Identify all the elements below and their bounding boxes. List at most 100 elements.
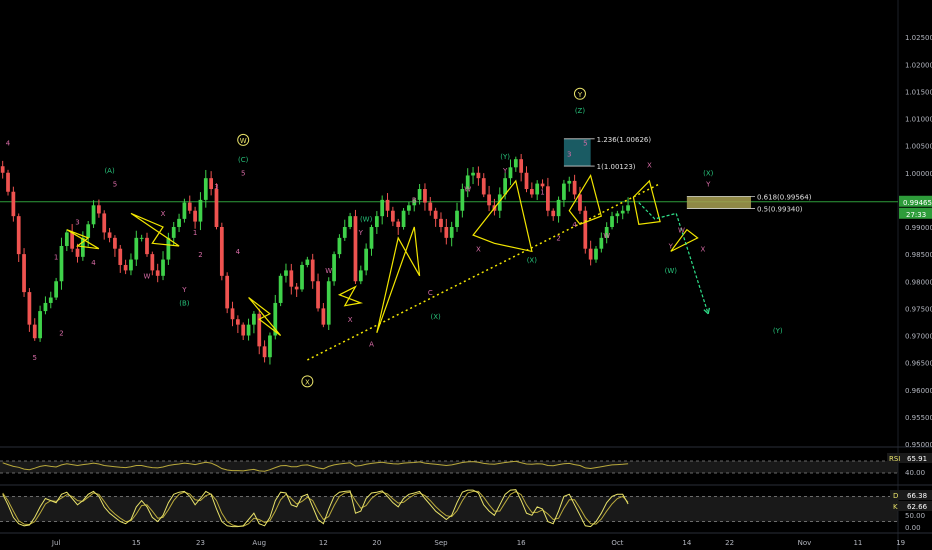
candle-up[interactable]: [80, 237, 85, 257]
fib-retracement-box[interactable]: [686, 196, 752, 209]
triangle-pattern[interactable]: [568, 173, 603, 226]
candle-up[interactable]: [503, 178, 507, 195]
candle-up[interactable]: [455, 210, 459, 227]
candle-down[interactable]: [107, 232, 112, 238]
projection-arrow-path[interactable]: [638, 202, 709, 314]
candle-up[interactable]: [508, 167, 513, 179]
candle-up[interactable]: [535, 183, 540, 195]
triangle-pattern[interactable]: [248, 297, 282, 336]
candle-down[interactable]: [70, 232, 75, 249]
candle-up[interactable]: [198, 199, 203, 222]
candle-down[interactable]: [433, 210, 438, 219]
candle-up[interactable]: [610, 216, 614, 227]
fib-extension-box[interactable]: [563, 138, 591, 167]
candle-down[interactable]: [321, 308, 326, 325]
candle-down[interactable]: [27, 292, 32, 325]
candle-down[interactable]: [214, 189, 219, 227]
candle-up[interactable]: [59, 245, 64, 282]
candle-up[interactable]: [246, 324, 251, 336]
candle-up[interactable]: [369, 227, 374, 249]
candle-up[interactable]: [64, 232, 69, 246]
candle-up[interactable]: [599, 237, 604, 249]
candle-down[interactable]: [102, 213, 107, 233]
current-price-tag[interactable]: [899, 195, 932, 207]
candle-up[interactable]: [594, 248, 598, 260]
candle-down[interactable]: [235, 319, 240, 325]
candle-down[interactable]: [428, 202, 433, 211]
candle-down[interactable]: [6, 172, 10, 192]
candle-up[interactable]: [556, 199, 561, 217]
candle-down[interactable]: [385, 199, 390, 211]
candle-up[interactable]: [134, 237, 139, 260]
candle-down[interactable]: [353, 216, 358, 282]
candle-up[interactable]: [562, 183, 566, 200]
candle-up[interactable]: [620, 210, 625, 214]
candle-down[interactable]: [578, 194, 582, 211]
candle-down[interactable]: [572, 180, 577, 195]
candle-down[interactable]: [546, 186, 550, 211]
candle-down[interactable]: [519, 159, 524, 173]
stoch-d-line[interactable]: [2, 490, 629, 527]
candle-up[interactable]: [48, 297, 53, 303]
candle-down[interactable]: [230, 308, 235, 320]
candle-up[interactable]: [305, 259, 310, 265]
candle-up[interactable]: [342, 227, 347, 238]
candle-up[interactable]: [465, 175, 470, 190]
candle-up[interactable]: [358, 270, 363, 282]
candle-up[interactable]: [177, 218, 181, 227]
candle-down[interactable]: [423, 189, 427, 203]
triangle-pattern[interactable]: [632, 179, 661, 225]
candle-down[interactable]: [444, 227, 449, 238]
candle-down[interactable]: [476, 172, 481, 179]
candle-down[interactable]: [551, 210, 556, 217]
candle-down[interactable]: [118, 248, 123, 265]
candle-up[interactable]: [43, 302, 48, 312]
candle-down[interactable]: [540, 183, 545, 187]
candle-down[interactable]: [396, 221, 401, 227]
triangle-pattern[interactable]: [337, 285, 364, 307]
candle-up[interactable]: [268, 335, 272, 358]
candle-up[interactable]: [513, 159, 518, 168]
candle-up[interactable]: [182, 202, 187, 219]
candle-down[interactable]: [155, 270, 160, 276]
triangle-pattern[interactable]: [130, 212, 180, 247]
candle-up[interactable]: [374, 216, 379, 227]
stoch-k-line[interactable]: [2, 489, 629, 528]
candle-down[interactable]: [75, 248, 80, 257]
candle-down[interactable]: [219, 227, 224, 276]
candle-up[interactable]: [86, 224, 91, 238]
candle-up[interactable]: [166, 237, 171, 260]
candle-up[interactable]: [460, 189, 465, 211]
candle-up[interactable]: [417, 189, 422, 200]
candle-down[interactable]: [0, 166, 5, 173]
candle-up[interactable]: [252, 313, 256, 325]
time-axis[interactable]: Jul1523Aug1220Sep16Oct1422Nov1119Dec: [51, 539, 932, 547]
candle-up[interactable]: [273, 302, 278, 336]
candle-down[interactable]: [310, 259, 315, 282]
candle-down[interactable]: [187, 202, 192, 211]
candle-down[interactable]: [262, 346, 267, 358]
candle-up[interactable]: [91, 205, 96, 225]
candle-down[interactable]: [225, 275, 230, 309]
candle-down[interactable]: [439, 218, 443, 227]
candle-down[interactable]: [150, 254, 155, 271]
candle-up[interactable]: [364, 248, 369, 271]
candle-down[interactable]: [11, 191, 16, 217]
candle-up[interactable]: [54, 281, 58, 298]
candle-down[interactable]: [145, 237, 149, 255]
candle-up[interactable]: [449, 227, 454, 238]
candle-up[interactable]: [497, 194, 502, 211]
candle-down[interactable]: [391, 210, 395, 222]
rsi-line[interactable]: [2, 460, 629, 472]
candle-down[interactable]: [22, 254, 26, 293]
candle-down[interactable]: [241, 324, 246, 336]
candle-up[interactable]: [332, 254, 336, 282]
candle-down[interactable]: [16, 216, 21, 255]
candle-up[interactable]: [203, 178, 208, 200]
candle-up[interactable]: [626, 205, 630, 211]
candle-up[interactable]: [407, 205, 411, 211]
candle-up[interactable]: [284, 270, 288, 276]
price-axis[interactable]: 1.02500 1.02000 1.01500 1.01000 1.00500 1.000…: [899, 34, 932, 449]
